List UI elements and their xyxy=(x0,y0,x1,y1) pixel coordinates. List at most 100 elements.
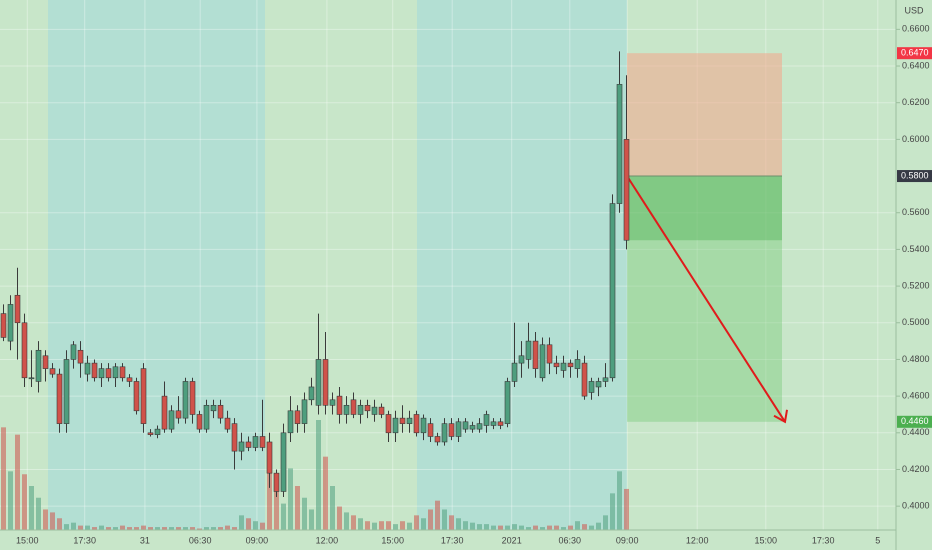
y-tick-label: 0.4600 xyxy=(902,390,930,400)
volume-bar xyxy=(29,486,34,530)
candle-body xyxy=(182,381,189,419)
volume-bar xyxy=(372,522,377,530)
candle-body xyxy=(259,436,266,448)
candle-body xyxy=(574,359,581,369)
volume-bar xyxy=(57,518,62,530)
price-tag-label: 0.4460 xyxy=(901,416,929,426)
volume-bar xyxy=(36,497,41,530)
candle-body xyxy=(532,340,539,369)
candle-body xyxy=(203,404,210,430)
volume-bar xyxy=(211,527,216,530)
y-tick-label: 0.5200 xyxy=(902,280,930,290)
candle-body xyxy=(483,414,490,426)
volume-bar xyxy=(204,527,209,530)
candle-body xyxy=(329,399,336,406)
volume-bar xyxy=(498,525,503,530)
volume-bar xyxy=(512,524,517,530)
volume-bar xyxy=(421,518,426,530)
volume-bar xyxy=(540,527,545,530)
candle-body xyxy=(168,410,175,430)
candle-body xyxy=(126,377,133,382)
volume-bar xyxy=(155,527,160,530)
candle-body xyxy=(98,368,105,379)
volume-bar xyxy=(197,528,202,530)
volume-bar xyxy=(491,525,496,530)
candle-body xyxy=(105,368,112,379)
volume-bar xyxy=(624,488,629,530)
candle-body xyxy=(140,368,147,424)
volume-bar xyxy=(400,521,405,530)
volume-bar xyxy=(295,486,300,530)
candle-body xyxy=(343,404,350,415)
candle-body xyxy=(245,441,252,448)
candle-body xyxy=(497,421,504,426)
candle-body xyxy=(371,406,378,415)
price-tag-label: 0.6470 xyxy=(901,48,929,58)
volume-bar xyxy=(449,515,454,530)
volume-bar xyxy=(148,527,153,530)
volume-bar xyxy=(225,525,230,530)
candle-body xyxy=(231,423,238,452)
candle-body xyxy=(315,359,322,406)
x-tick-label: 15:00 xyxy=(16,535,39,545)
candle-body xyxy=(161,395,168,430)
candle-body xyxy=(301,399,308,424)
candle-body xyxy=(434,436,441,443)
grid xyxy=(0,0,896,530)
candle-body xyxy=(322,359,329,406)
volume-bar xyxy=(316,420,321,530)
price-tag-label: 0.5800 xyxy=(901,170,929,180)
volume-bar xyxy=(470,522,475,530)
volume-bar xyxy=(288,468,293,530)
volume-bar xyxy=(442,509,447,530)
candle-body xyxy=(308,386,315,401)
stop-zone xyxy=(627,53,782,177)
volume-bar xyxy=(414,515,419,530)
volume-bar xyxy=(260,522,265,530)
candle-body xyxy=(196,414,203,430)
candle-body xyxy=(511,362,518,382)
x-tick-label: 09:00 xyxy=(246,535,269,545)
volume-bar xyxy=(176,527,181,530)
position-tool xyxy=(626,53,788,424)
volume-bar xyxy=(162,527,167,530)
volume-bar xyxy=(393,524,398,530)
price-tag xyxy=(897,47,932,60)
candle-body xyxy=(609,203,616,379)
volume-bar xyxy=(554,525,559,530)
candle-body xyxy=(210,404,217,412)
candle-body xyxy=(273,472,280,492)
volume-bar xyxy=(484,524,489,530)
volume-bar xyxy=(428,509,433,530)
candle-body xyxy=(133,381,140,412)
candle-body xyxy=(455,421,462,437)
volume-bar xyxy=(505,525,510,530)
volume-bar xyxy=(22,474,27,530)
volume-bar xyxy=(85,525,90,530)
volume-bar xyxy=(365,521,370,530)
volume-bar xyxy=(218,527,223,530)
y-tick-label: 0.6000 xyxy=(902,134,930,144)
volume-bar xyxy=(267,471,272,530)
x-tick-label: 17:30 xyxy=(441,535,464,545)
arrow-head xyxy=(773,409,788,424)
volume-bar xyxy=(8,471,13,530)
labels: 0.6600 0.6400 0.6200 0.6000 0.5600 0.5400 0.52… xyxy=(16,24,932,545)
x-tick-label: 5 xyxy=(875,535,880,545)
volume-bar xyxy=(323,456,328,530)
y-tick-label: 0.6400 xyxy=(902,60,930,70)
volume-bar xyxy=(64,524,69,530)
x-tick-label: 09:00 xyxy=(616,535,639,545)
x-tick-label: 15:00 xyxy=(381,535,404,545)
candle-body xyxy=(539,344,546,379)
candle-body xyxy=(490,421,497,426)
volume-bar xyxy=(99,525,104,530)
x-tick-label: 2021 xyxy=(502,535,522,545)
candle-body xyxy=(546,344,553,364)
candle-body xyxy=(84,362,91,375)
volume-bar xyxy=(169,527,174,530)
volume-bar xyxy=(386,521,391,530)
volume-bar xyxy=(596,522,601,530)
volume-bar xyxy=(281,503,286,530)
